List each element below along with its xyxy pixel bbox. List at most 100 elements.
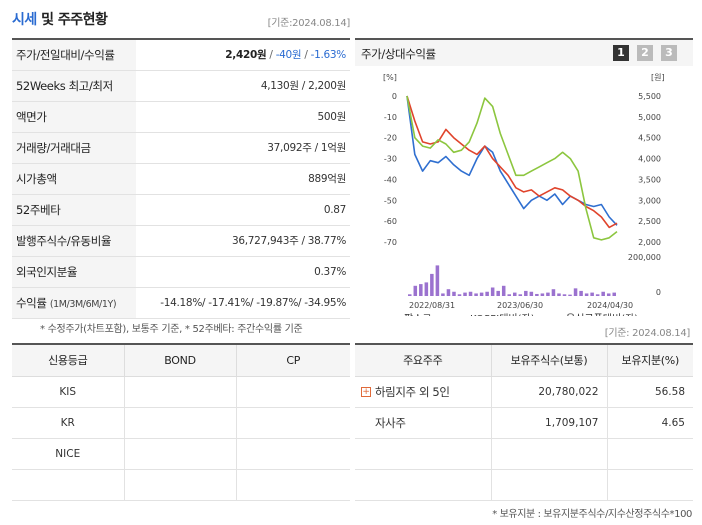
- table-cell: [123, 469, 236, 501]
- col-header: CP: [235, 344, 350, 377]
- volume-bar: [568, 294, 572, 296]
- volume-bar: [540, 293, 545, 296]
- volume-bar: [529, 291, 534, 296]
- shares-cell: [490, 438, 607, 470]
- legend-label: 팜스코: [404, 313, 432, 316]
- volume-tick-label: 0: [656, 288, 661, 297]
- info-row-market-cap: 시가총액 889억원: [12, 164, 350, 195]
- price-info-table: 주가/전일대비/수익률 2,420원 / -40원 / -1.63% 52Wee…: [12, 38, 350, 319]
- info-key: 52주베타: [12, 195, 136, 225]
- legend-label: 음식료품대비(좌): [566, 313, 638, 316]
- volume-bar: [441, 293, 445, 296]
- volume-bar: [535, 293, 539, 296]
- info-row-shares: 발행주식수/유동비율 36,727,943주 / 38.77%: [12, 226, 350, 257]
- chart-page-2-button[interactable]: 2: [637, 45, 653, 61]
- table-cell: [123, 438, 236, 470]
- info-key: 액면가: [12, 102, 136, 132]
- left-tick-label: -60: [384, 217, 397, 226]
- table-row: [12, 469, 350, 501]
- volume-bar: [562, 294, 567, 296]
- current-price: 2,420원: [225, 49, 267, 61]
- table-row: + 하림지주 외 5인 20,780,022 56.58: [355, 376, 693, 408]
- right-tick-label: 5,000: [638, 113, 661, 122]
- pct-cell: [606, 469, 693, 501]
- volume-bar: [524, 290, 528, 296]
- info-value: 0.87: [323, 204, 346, 216]
- info-value: 37,092주 / 1억원: [267, 142, 346, 154]
- right-tick-label: 2,000: [638, 238, 661, 247]
- col-header: BOND: [123, 344, 236, 377]
- shares-cell: [490, 469, 607, 501]
- volume-bar: [485, 291, 489, 296]
- right-tick-label: 2,500: [638, 217, 661, 226]
- volume-bar: [590, 292, 594, 296]
- volume-bar: [573, 288, 578, 296]
- volume-bar: [419, 284, 423, 296]
- section-title: 시세 및 주주현황: [12, 9, 108, 29]
- table-cell: KIS: [12, 376, 124, 408]
- info-key: 주가/전일대비/수익률: [12, 40, 136, 70]
- table-row: KR: [12, 407, 350, 439]
- table-row: 자사주 1,709,107 4.65: [355, 407, 693, 439]
- info-value: 0.37%: [314, 266, 346, 278]
- volume-bar: [490, 287, 495, 296]
- series-line-2: [406, 95, 618, 241]
- chart-page-3-button[interactable]: 3: [661, 45, 677, 61]
- info-row-price: 주가/전일대비/수익률 2,420원 / -40원 / -1.63%: [12, 40, 350, 71]
- chart-label: 주가/상대수익률: [361, 47, 436, 61]
- volume-bar: [507, 294, 511, 296]
- table-cell: KR: [12, 407, 124, 439]
- major-shareholders-table: 주요주주 보유주식수(보통) 보유지분(%) + 하림지주 외 5인 20,780…: [355, 343, 693, 501]
- x-tick-label: 2024/04/30: [587, 301, 633, 310]
- shareholder-name: [355, 469, 491, 501]
- col-header: 보유주식수(보통): [490, 344, 607, 377]
- table-cell: [123, 376, 236, 408]
- info-key: 발행주식수/유동비율: [12, 226, 136, 256]
- expand-plus-icon[interactable]: +: [361, 387, 371, 397]
- info-key: 52Weeks 최고/최저: [12, 71, 136, 101]
- table-row: [355, 438, 693, 470]
- col-header: 신용등급: [12, 344, 124, 377]
- right-axis-unit: [원]: [651, 73, 665, 82]
- left-axis-unit: [%]: [383, 73, 397, 82]
- volume-bar: [551, 289, 556, 296]
- col-header: 주요주주: [355, 344, 491, 377]
- left-tick-label: -50: [384, 196, 397, 205]
- volume-bar: [584, 293, 589, 296]
- table-cell: [235, 407, 350, 439]
- col-header: 보유지분(%): [606, 344, 693, 377]
- pct-cell: [606, 438, 693, 470]
- info-row-beta: 52주베타 0.87: [12, 195, 350, 226]
- section-title-main: 시세: [12, 12, 37, 28]
- relative-return-chart: [%] [원] 0 -10 -20 -30 -40 -50 -60 -70 5,500 5,000 4,…: [383, 73, 665, 316]
- shareholder-name: + 하림지주 외 5인: [355, 376, 491, 408]
- right-tick-label: 5,500: [638, 92, 661, 101]
- table-cell: NICE: [12, 438, 124, 470]
- shareholder-link[interactable]: 하림지주 외 5인: [375, 384, 450, 399]
- chart-page-1-button[interactable]: 1: [613, 45, 629, 61]
- table-cell: [235, 438, 350, 470]
- section-title-sub: 및 주주현황: [36, 12, 108, 28]
- info-key: 시가총액: [12, 164, 136, 194]
- footnote-adjusted-price: * 수정주가(차트포함), 보통주 기준, * 52주베타: 주간수익률 기준: [40, 324, 303, 335]
- info-row-par-value: 액면가 500원: [12, 102, 350, 133]
- volume-bar: [518, 294, 523, 296]
- info-value: 2,420원 / -40원 / -1.63%: [225, 49, 346, 61]
- info-value: 889억원: [308, 173, 346, 185]
- table-row: NICE: [12, 438, 350, 470]
- volume-bar: [452, 291, 456, 296]
- volume-bar: [513, 292, 517, 296]
- left-tick-label: -70: [384, 238, 397, 247]
- volume-bar: [579, 290, 583, 296]
- x-tick-label: 2022/08/31: [409, 301, 455, 310]
- info-row-foreign: 외국인지분율 0.37%: [12, 257, 350, 288]
- info-value: 4,130원 / 2,200원: [260, 80, 346, 92]
- volume-bar: [408, 294, 412, 296]
- volume-bar: [546, 292, 550, 296]
- volume-bar: [501, 285, 506, 296]
- shares-cell: 1,709,107: [490, 407, 607, 439]
- series-line-1: [406, 95, 618, 229]
- volume-bar: [496, 290, 500, 296]
- left-tick-label: -40: [384, 175, 397, 184]
- chart-panel: 주가/상대수익률 1 2 3 [%] [원] 0 -10 -20 -30 -40 -50 -60…: [355, 38, 693, 316]
